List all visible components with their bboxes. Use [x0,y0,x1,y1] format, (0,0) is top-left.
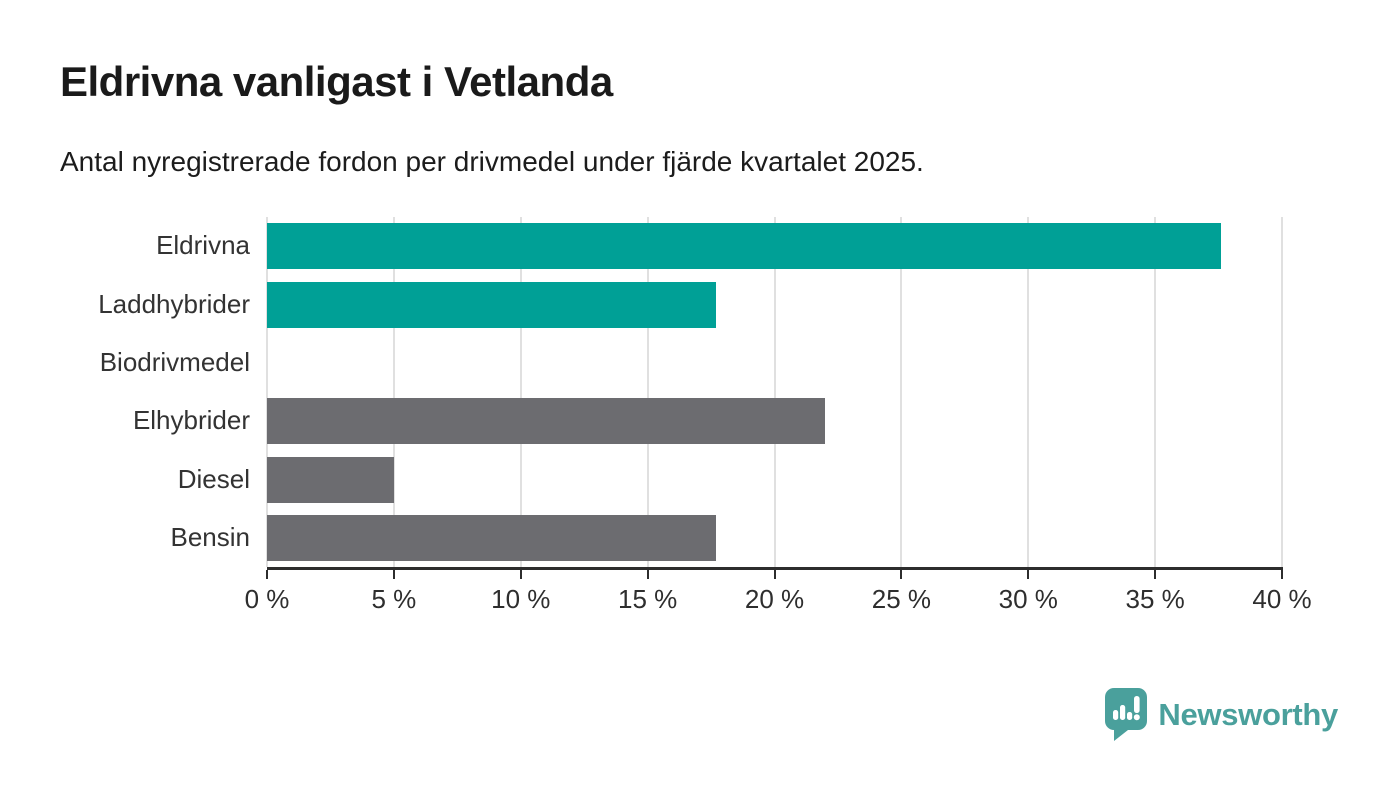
gridline [266,217,268,567]
x-axis-line [267,567,1283,570]
x-tick-label: 30 % [998,584,1058,614]
x-tick-label: 20 % [744,584,805,614]
bar-elhybrider [267,398,826,445]
category-label-bensin: Bensin [170,521,251,552]
x-axis-tick [266,570,268,579]
gridline [392,217,395,567]
chart-subtitle: Antal nyregistrerade fordon per drivmede… [60,146,924,177]
x-tick-label: 25 % [871,584,932,614]
x-tick-label: 40 % [1252,584,1312,614]
gridline [1281,217,1283,567]
newsworthy-logo-text: Newsworthy [1158,696,1338,732]
bar-eldrivna [267,223,1222,270]
gridline [519,217,522,567]
x-axis-tick [1154,570,1157,579]
x-axis-tick [1027,570,1030,579]
gridline [900,217,903,567]
category-label-biodrivmedel: Biodrivmedel [99,346,250,377]
plot-area [266,217,1283,567]
category-axis-labels: Eldrivna Laddhybrider Biodrivmedel Elhybrid… [0,217,250,567]
x-axis-tick [392,570,395,579]
x-tick-label: 35 % [1125,584,1185,614]
x-axis-tick [519,570,522,579]
x-axis-tick [1281,570,1283,579]
x-axis-tick [773,570,776,579]
x-axis-tick [900,570,903,579]
newsworthy-logo-icon [1105,688,1148,741]
newsworthy-logo: Newsworthy [1105,688,1338,741]
x-tick-label: 10 % [491,584,551,614]
category-label-laddhybrider: Laddhybrider [98,288,250,319]
category-label-diesel: Diesel [177,463,250,494]
x-tick-label: 5 % [371,584,417,614]
x-axis-tick [646,570,649,579]
gridline [1154,217,1157,567]
category-label-elhybrider: Elhybrider [132,405,250,436]
bar-laddhybrider [267,281,717,328]
gridline [646,217,649,567]
category-label-eldrivna: Eldrivna [156,230,250,261]
x-tick-label: 0 % [244,584,290,614]
bar-bensin [267,514,717,561]
gridline [773,217,776,567]
bar-diesel [267,456,394,503]
gridline [1027,217,1030,567]
chart-title: Eldrivna vanligast i Vetlanda [60,58,613,105]
x-tick-label: 15 % [617,584,678,614]
